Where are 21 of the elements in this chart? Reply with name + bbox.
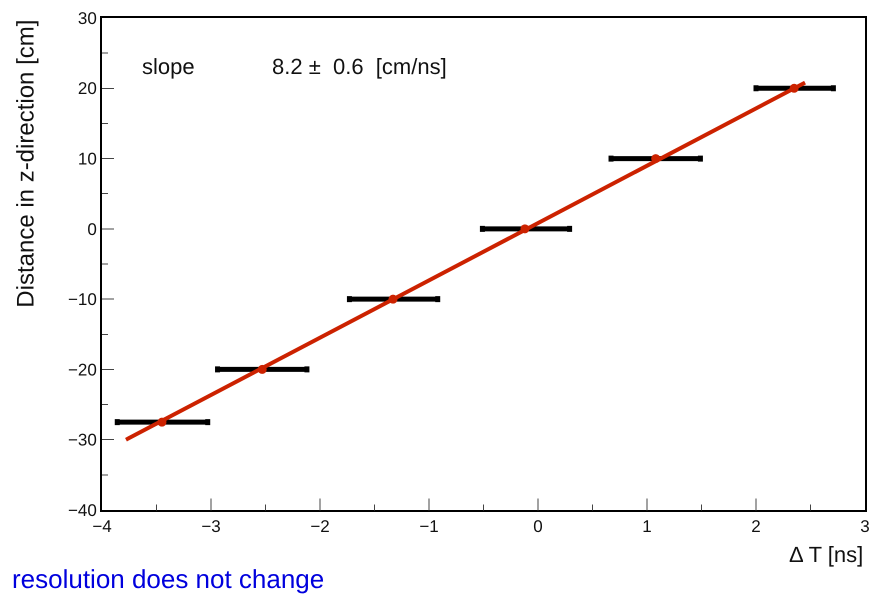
x-axis-title: Δ T [ns] [789,542,864,567]
annotation: slope [142,54,195,79]
x-tick-label: 3 [860,517,870,536]
y-tick-label: −20 [68,360,97,380]
x-tick-label: 1 [642,517,652,536]
y-tick-label: −40 [68,500,97,520]
text: resolution does not change [12,564,324,594]
x-tick-label: −2 [310,517,330,536]
y-tick-label: 0 [87,220,97,239]
x-tick-label: 0 [533,517,543,536]
annotation: 8.2 ± 0.6 [cm/ns] [272,54,447,79]
y-tick-label: −10 [68,290,97,310]
x-tick-label: −1 [419,517,439,536]
x-tick-label: −4 [92,517,112,536]
y-tick-label: −30 [68,430,97,450]
y-tick-label: 20 [78,79,97,98]
y-tick-label: 10 [78,150,97,169]
x-tick-label: 2 [751,517,761,536]
y-tick-label: 30 [78,8,97,28]
x-tick-label: −3 [201,517,221,536]
y-axis-title: Distance in z-direction [cm] [12,20,40,308]
